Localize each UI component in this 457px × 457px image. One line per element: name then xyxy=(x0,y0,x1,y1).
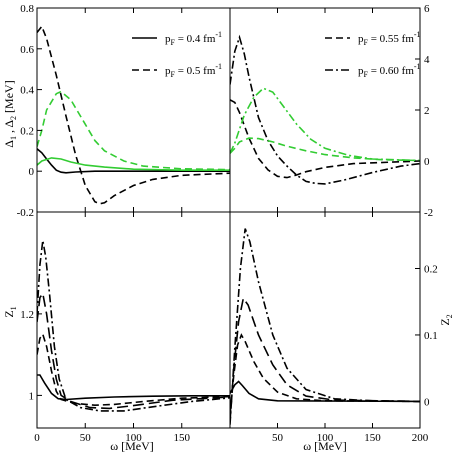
x-tick-label: 200 xyxy=(412,432,429,444)
legend-prefix: p xyxy=(358,33,364,45)
y-tick-label: 4 xyxy=(424,54,430,66)
series-line-top-right-3 xyxy=(230,87,420,162)
series-line-top-left-2 xyxy=(37,157,230,171)
panels: -0.200.20.40.60.8pF = 0.4 fm-1pF = 0.5 f… xyxy=(17,3,438,444)
series-group xyxy=(37,24,230,205)
y-tick-label: 0.2 xyxy=(424,263,438,275)
panel-bottom-left: 1 1.2 0 50 100 150 xyxy=(20,211,231,444)
series-line-bottom-right-0 xyxy=(230,380,420,403)
x-axis-label-right: ω [MeV] xyxy=(303,439,347,453)
y-tick-label: 0 xyxy=(29,166,35,178)
series-group xyxy=(230,34,420,185)
legend-sup: -1 xyxy=(414,62,421,71)
x-tick-label: 150 xyxy=(174,432,191,444)
legend-sup: -1 xyxy=(215,30,222,39)
y-tick-label: 0.4 xyxy=(20,85,34,97)
series-line-bottom-left-2 xyxy=(37,291,230,410)
series-line-top-left-1 xyxy=(37,24,230,205)
y-tick-label: 1.2 xyxy=(20,309,34,321)
legend-value: = 0.60 fm xyxy=(368,65,414,77)
legend-label: pF = 0.55 fm-1 xyxy=(358,30,421,47)
legend-value: = 0.5 fm xyxy=(175,65,216,77)
y-axis-label-bottom-left: Z1 xyxy=(2,306,18,317)
series-line-bottom-left-3 xyxy=(37,240,230,412)
y-tick-label: 2 xyxy=(424,105,430,117)
series-group xyxy=(230,228,420,425)
y-tick-label: -0.2 xyxy=(17,207,34,219)
legend-label: pF = 0.5 fm-1 xyxy=(165,62,222,79)
x-tick-label: 150 xyxy=(364,432,381,444)
panel-top-left: -0.200.20.40.60.8pF = 0.4 fm-1pF = 0.5 f… xyxy=(17,3,231,219)
y-tick-label: 0 xyxy=(424,396,430,408)
series-line-bottom-right-1 xyxy=(230,333,420,415)
y-tick-label: 0.8 xyxy=(20,3,34,15)
legend-label: pF = 0.4 fm-1 xyxy=(165,30,222,47)
series-line-top-left-3 xyxy=(37,90,230,171)
x-tick-label: 50 xyxy=(80,432,92,444)
y-tick-label: 0.6 xyxy=(20,44,34,56)
legend-prefix: p xyxy=(165,33,171,45)
legend-sub: F xyxy=(364,70,369,79)
x-tick-label: 100 xyxy=(125,432,142,444)
y-tick-label: -2 xyxy=(424,207,433,219)
legend-sup: -1 xyxy=(414,30,421,39)
series-line-top-right-2 xyxy=(230,137,420,162)
y-tick-label: 0.1 xyxy=(424,330,438,342)
series-group xyxy=(37,240,230,412)
series-line-top-right-1 xyxy=(230,34,420,185)
legend-value: = 0.4 fm xyxy=(175,33,216,45)
x-tick-label: 50 xyxy=(272,432,284,444)
y-tick-label: 0.2 xyxy=(20,125,34,137)
series-line-top-left-0 xyxy=(37,148,230,174)
x-axis-label-left: ω [MeV] xyxy=(110,439,154,453)
series-line-bottom-left-1 xyxy=(37,332,230,407)
legend-sub: F xyxy=(171,70,176,79)
series-line-bottom-right-2 xyxy=(230,296,420,422)
legend-value: = 0.55 fm xyxy=(368,33,414,45)
panel-bottom-right: 0 0.1 0.2 50 100 150 200 xyxy=(229,211,438,444)
legend-prefix: p xyxy=(165,65,171,77)
legend-label: pF = 0.60 fm-1 xyxy=(358,62,421,79)
series-line-bottom-right-3 xyxy=(230,228,420,425)
axis-labels: Δ1 , Δ2 [MeV] Z1 Z2 ω [MeV] ω [MeV] xyxy=(2,80,454,453)
y-tick-label: 6 xyxy=(424,3,430,15)
y-axis-label-top-left: Δ1 , Δ2 [MeV] xyxy=(2,80,18,147)
y-tick-label: 1 xyxy=(29,390,35,402)
legend-prefix: p xyxy=(358,65,364,77)
x-tick-label: 0 xyxy=(34,432,40,444)
legend-sub: F xyxy=(171,38,176,47)
series-line-bottom-left-0 xyxy=(37,374,230,401)
y-axis-label-bottom-right: Z2 xyxy=(438,314,454,325)
series-line-top-right-0 xyxy=(230,99,420,179)
legend-sup: -1 xyxy=(215,62,222,71)
y-tick-label: 0 xyxy=(424,156,430,168)
x-tick-label: 100 xyxy=(317,432,334,444)
legend-sub: F xyxy=(364,38,369,47)
